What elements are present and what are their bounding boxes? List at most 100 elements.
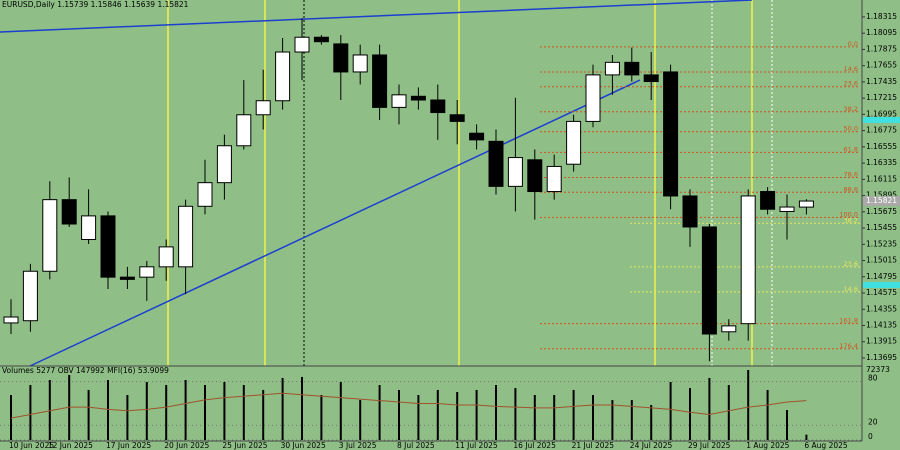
x-tick-label: 25 Jun 2025 xyxy=(222,441,267,450)
y-tick-label: 1.15455 xyxy=(866,223,897,232)
y-tick-label: 1.16115 xyxy=(866,174,897,183)
y-tick-label: 1.18095 xyxy=(866,28,897,37)
candle-body xyxy=(81,215,97,241)
y-tick-label: 1.16335 xyxy=(866,158,897,167)
candle-body xyxy=(294,36,310,53)
x-tick-label: 30 Jun 2025 xyxy=(281,441,326,450)
y-tick-label: 1.15015 xyxy=(866,256,897,265)
candle-body xyxy=(372,54,388,108)
candle-body xyxy=(3,316,19,324)
fib-label: 38.2 xyxy=(844,105,858,113)
mfi-label: MFI(16) xyxy=(107,366,135,375)
x-tick-label: 21 Jul 2025 xyxy=(572,441,615,450)
candle-body xyxy=(566,120,582,165)
candle-body xyxy=(779,206,795,212)
y-tick-label: 1.17435 xyxy=(866,77,897,86)
y2-tick-label: 0 xyxy=(868,432,873,441)
x-tick-label: 24 Jul 2025 xyxy=(630,441,673,450)
x-tick-label: 17 Jun 2025 xyxy=(106,441,151,450)
fib-label: 23.6 xyxy=(844,80,858,88)
candle-body xyxy=(275,51,291,102)
candle-body xyxy=(643,74,659,83)
x-tick-label: 6 Aug 2025 xyxy=(804,441,847,450)
fib-label: 78.6 xyxy=(844,171,858,179)
fib-label: 14.6 xyxy=(844,285,858,293)
candle-body xyxy=(604,61,620,76)
x-tick-label: 20 Jun 2025 xyxy=(164,441,209,450)
y-tick-label: 1.15235 xyxy=(866,239,897,248)
obv-value: 147992 xyxy=(76,366,105,375)
candle-body xyxy=(585,74,601,122)
candle-body xyxy=(507,157,523,187)
candle-body xyxy=(352,54,368,73)
candle-body xyxy=(333,43,349,73)
candle-body xyxy=(313,36,329,43)
mfi-line xyxy=(10,392,807,419)
chart-title: EURUSD,Daily xyxy=(2,0,55,9)
candle-body xyxy=(430,99,446,114)
candle-body xyxy=(488,140,504,187)
y-tick-label: 1.15675 xyxy=(866,207,897,216)
candle-body xyxy=(178,205,194,268)
fib-label: 61.8 xyxy=(844,145,858,153)
y-tick-label: 1.13695 xyxy=(866,353,897,362)
candle-body xyxy=(663,71,679,197)
fib-label: 88.6 xyxy=(844,185,858,193)
trend-line xyxy=(0,0,753,33)
fib-label: 176.4 xyxy=(839,342,858,350)
close-value: 1.15821 xyxy=(157,0,188,9)
volume-last: 5277 xyxy=(36,366,55,375)
candle-body xyxy=(701,226,717,335)
candle-body xyxy=(22,270,38,322)
candle-body xyxy=(682,195,698,228)
chart-header: EURUSD,Daily 1.15739 1.15846 1.15639 1.1… xyxy=(2,0,189,9)
x-tick-label: 10 Jun 2025 xyxy=(9,441,54,450)
mfi-value: 53.9099 xyxy=(138,366,169,375)
price-label-bg xyxy=(863,196,900,207)
y-tick-label: 1.14795 xyxy=(866,272,897,281)
candle-body xyxy=(410,95,426,101)
candle-body xyxy=(546,165,562,193)
fib-label: 38.2 xyxy=(844,216,858,224)
y-tick-label: 1.17215 xyxy=(866,93,897,102)
volume-title: Volumes xyxy=(2,366,34,375)
candle-body xyxy=(740,195,756,325)
candle-body xyxy=(721,325,737,333)
fib-label: 23.6 xyxy=(844,260,858,268)
high-value: 1.15846 xyxy=(91,0,122,9)
y-tick-label: 1.16775 xyxy=(866,126,897,135)
axis-marker xyxy=(863,117,900,123)
candle-body xyxy=(760,191,776,210)
candle-body xyxy=(391,94,407,108)
candle-body xyxy=(469,132,485,141)
y-tick-label: 1.14575 xyxy=(866,288,897,297)
y-tick-label: 1.16555 xyxy=(866,142,897,151)
x-tick-label: 1 Aug 2025 xyxy=(746,441,789,450)
volume-header: Volumes 5277 OBV 147992 MFI(16) 53.9099 xyxy=(2,366,169,375)
x-tick-label: 11 Jul 2025 xyxy=(455,441,498,450)
fib-label: 161.8 xyxy=(839,317,858,325)
candle-body xyxy=(42,199,58,272)
x-tick-label: 12 Jun 2025 xyxy=(48,441,93,450)
candle-body xyxy=(216,145,232,184)
y2-tick-label: 80 xyxy=(868,374,878,383)
fib-label: 0.0 xyxy=(848,40,858,48)
y-tick-label: 1.16995 xyxy=(866,109,897,118)
open-value: 1.15739 xyxy=(57,0,88,9)
y-tick-label: 1.15895 xyxy=(866,191,897,200)
y-tick-label: 72373 xyxy=(866,365,890,374)
candle-body xyxy=(100,215,116,278)
x-tick-label: 3 Jul 2025 xyxy=(339,441,377,450)
candle-body xyxy=(624,61,640,76)
y2-tick-label: 20 xyxy=(868,417,878,426)
fib-label: 14.6 xyxy=(844,65,858,73)
x-tick-label: 29 Jul 2025 xyxy=(688,441,731,450)
candle-body xyxy=(236,114,252,147)
candle-body xyxy=(449,114,465,122)
x-tick-label: 8 Jul 2025 xyxy=(397,441,435,450)
candle-body xyxy=(119,276,135,280)
y-tick-label: 1.18315 xyxy=(866,12,897,21)
low-value: 1.15639 xyxy=(124,0,155,9)
